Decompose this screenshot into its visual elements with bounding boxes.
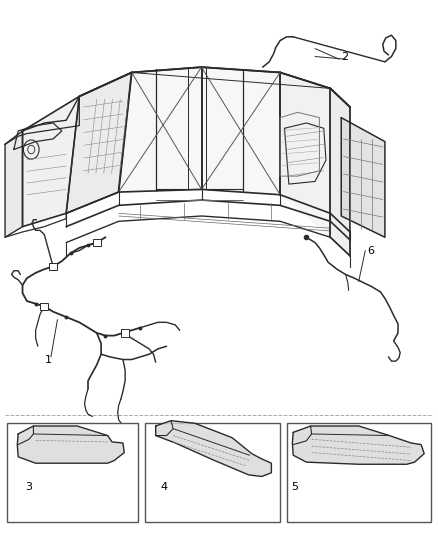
Text: 1: 1	[44, 354, 51, 365]
Polygon shape	[17, 426, 124, 463]
Polygon shape	[66, 72, 132, 213]
Polygon shape	[155, 421, 272, 477]
Text: 4: 4	[160, 482, 167, 492]
Bar	[93, 239, 101, 246]
Bar	[121, 329, 129, 337]
Bar	[7, 423, 138, 522]
Polygon shape	[280, 72, 330, 237]
Polygon shape	[5, 131, 22, 237]
Polygon shape	[22, 96, 79, 227]
Polygon shape	[341, 118, 385, 237]
Text: 6: 6	[367, 246, 374, 255]
Polygon shape	[330, 88, 350, 256]
Bar	[145, 423, 280, 522]
Bar	[40, 303, 48, 310]
Text: 5: 5	[291, 482, 298, 492]
Polygon shape	[66, 67, 350, 232]
Text: 2: 2	[341, 52, 348, 61]
Bar	[49, 263, 57, 270]
Bar	[287, 423, 431, 522]
Polygon shape	[292, 426, 424, 464]
Text: 3: 3	[25, 482, 32, 492]
